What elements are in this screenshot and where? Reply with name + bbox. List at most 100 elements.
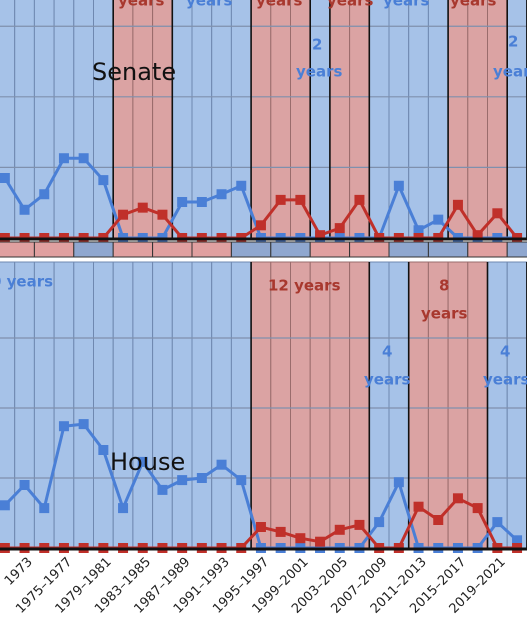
control-band xyxy=(368,0,390,239)
control-band xyxy=(14,0,35,239)
control-band xyxy=(73,261,95,549)
control-band xyxy=(250,261,272,549)
point-marker xyxy=(413,501,424,512)
point-marker xyxy=(177,475,188,486)
control-band xyxy=(152,261,173,549)
panel-title: Senate xyxy=(92,58,176,86)
annotation: 2 xyxy=(508,33,518,51)
point-marker xyxy=(393,477,404,488)
annotation: 2 xyxy=(312,36,322,54)
control-band xyxy=(53,0,75,239)
point-marker xyxy=(413,225,424,236)
point-marker xyxy=(354,519,365,530)
annotation: years xyxy=(493,63,527,81)
president-cell xyxy=(388,241,429,258)
point-marker xyxy=(275,526,286,537)
point-marker xyxy=(137,456,148,467)
president-cell xyxy=(230,241,272,258)
point-marker xyxy=(354,194,365,205)
point-marker xyxy=(512,535,523,546)
point-marker xyxy=(492,208,503,219)
president-cell xyxy=(0,241,35,258)
control-band xyxy=(53,261,75,549)
annotation: 4 xyxy=(382,343,392,361)
point-marker xyxy=(295,194,306,205)
control-band xyxy=(270,261,291,549)
control-band xyxy=(329,261,351,549)
control-band xyxy=(250,0,272,239)
point-marker xyxy=(78,419,89,430)
control-band xyxy=(112,0,134,239)
point-marker xyxy=(492,517,503,528)
point-marker xyxy=(19,204,30,215)
annotation: years xyxy=(186,0,232,10)
annotation: 0 years xyxy=(0,273,53,291)
point-marker xyxy=(236,180,247,191)
control-band xyxy=(211,0,232,239)
control-band xyxy=(290,261,311,549)
point-marker xyxy=(39,503,50,514)
plot-layer xyxy=(0,0,527,553)
point-marker xyxy=(433,214,444,225)
point-marker xyxy=(196,197,207,207)
annotation: years xyxy=(118,0,164,10)
control-band xyxy=(211,261,232,549)
point-marker xyxy=(0,173,10,183)
control-band xyxy=(487,261,508,549)
annotation: years xyxy=(421,305,467,323)
point-marker xyxy=(137,202,148,213)
point-marker xyxy=(58,153,69,164)
point-marker xyxy=(216,189,227,200)
annotation: 12 years xyxy=(268,277,341,295)
annotation: 4 xyxy=(500,343,510,361)
x-tick-label: 1973 xyxy=(2,555,36,589)
point-marker xyxy=(19,480,30,490)
president-cell xyxy=(467,241,508,258)
annotation: years xyxy=(327,0,373,10)
point-marker xyxy=(196,473,207,483)
control-band xyxy=(132,261,154,549)
point-marker xyxy=(255,522,266,532)
annotation: years xyxy=(383,0,429,10)
control-band xyxy=(132,0,154,239)
control-band xyxy=(487,0,508,239)
point-marker xyxy=(452,199,463,210)
president-cell xyxy=(33,241,75,258)
president-cell xyxy=(309,241,351,258)
annotations: years years years years years years 2 ye… xyxy=(0,0,527,476)
point-marker xyxy=(98,445,109,455)
point-marker xyxy=(58,421,69,432)
control-band xyxy=(152,0,173,239)
president-cell xyxy=(427,241,469,258)
control-band xyxy=(329,0,351,239)
control-band xyxy=(349,261,370,549)
annotation: years xyxy=(256,0,302,10)
point-marker xyxy=(39,189,50,200)
point-marker xyxy=(433,515,444,525)
president-cell xyxy=(191,241,232,258)
point-marker xyxy=(295,533,306,544)
control-band xyxy=(467,0,488,239)
panel-title: House xyxy=(110,448,185,476)
president-cell xyxy=(506,241,527,258)
president-cell xyxy=(73,241,114,258)
president-cell xyxy=(270,241,311,258)
control-band xyxy=(191,261,213,549)
control-band xyxy=(408,0,429,239)
point-marker xyxy=(452,493,463,504)
annotation: years xyxy=(296,63,342,81)
control-band xyxy=(427,0,449,239)
annotation: years xyxy=(450,0,496,10)
point-marker xyxy=(118,209,129,220)
control-band xyxy=(73,0,95,239)
point-marker xyxy=(0,500,10,511)
president-cell xyxy=(112,241,154,258)
point-marker xyxy=(315,536,326,547)
president-cell xyxy=(349,241,390,258)
point-marker xyxy=(393,180,404,191)
point-marker xyxy=(334,223,345,234)
annotation: 8 xyxy=(439,277,449,295)
point-marker xyxy=(472,503,483,514)
point-marker xyxy=(236,475,247,486)
